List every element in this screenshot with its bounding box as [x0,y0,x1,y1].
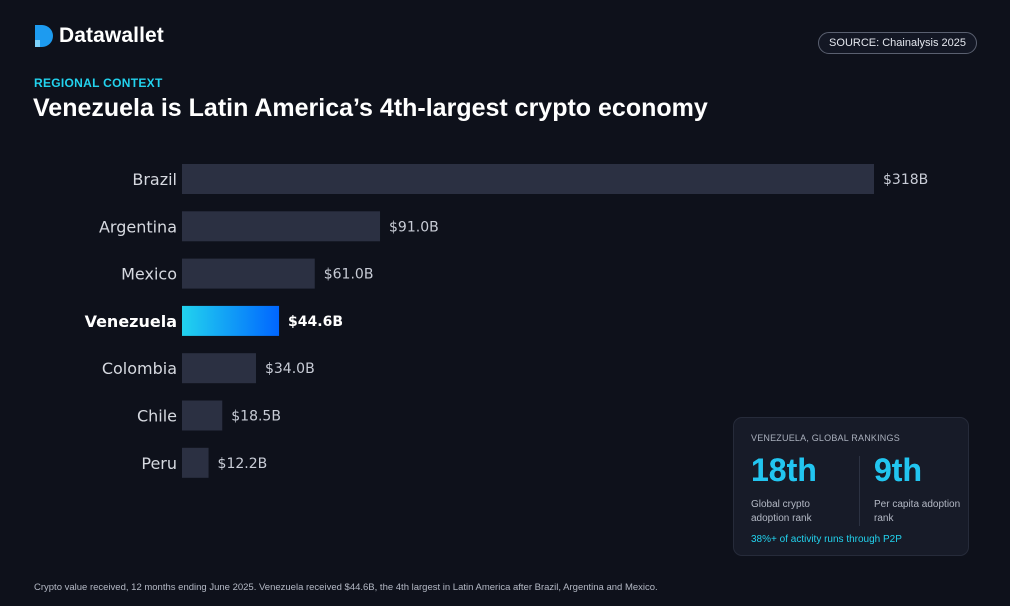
category-label-colombia: Colombia [102,359,177,378]
stat-caption: Per capita adoption rank [874,499,961,524]
card-divider [859,456,860,526]
stat-caption: Global crypto adoption rank [751,499,812,524]
bar-chile [182,400,223,431]
category-label-mexico: Mexico [121,265,177,284]
page-title: Venezuela is Latin America’s 4th-largest… [33,94,708,122]
stat-value: 18th [751,452,851,488]
bar-venezuela [182,305,280,336]
category-label-venezuela: Venezuela [85,312,177,331]
value-label-chile: $18.5B [231,409,281,425]
value-label-brazil: $318B [883,172,928,188]
value-label-venezuela: $44.6B [288,314,343,330]
card-note: 38%+ of activity runs through P2P [751,534,902,545]
bar-peru [182,447,209,478]
footnote: Crypto value received, 12 months ending … [34,582,658,593]
brand-logo: Datawallet [33,24,164,48]
stat-per-capita-rank: 9th Per capita adoption rank [874,452,974,526]
bar-chart: Brazil $318B Argentina $91.0B Mexico $61.0B Ve… [85,164,928,478]
brand-name: Datawallet [59,24,164,47]
card-title: VENEZUELA, GLOBAL RANKINGS [751,433,900,443]
stat-value: 9th [874,452,974,488]
category-label-brazil: Brazil [132,170,177,189]
bar-argentina [182,211,381,242]
category-label-peru: Peru [141,454,177,473]
value-label-mexico: $61.0B [324,267,374,283]
bar-brazil [182,164,874,194]
bar-colombia [182,353,256,384]
stat-global-rank: 18th Global crypto adoption rank [751,452,851,526]
category-label-chile: Chile [137,407,177,426]
bar-mexico [182,258,315,289]
category-label-argentina: Argentina [99,217,177,236]
datawallet-d-logo-icon [35,25,53,47]
section-eyebrow: REGIONAL CONTEXT [34,76,163,90]
source-badge: SOURCE: Chainalysis 2025 [818,32,977,54]
value-label-argentina: $91.0B [389,219,439,235]
global-rankings-card: VENEZUELA, GLOBAL RANKINGS 18th Global c… [733,417,969,556]
value-label-peru: $12.2B [218,456,268,472]
value-label-colombia: $34.0B [265,361,315,377]
